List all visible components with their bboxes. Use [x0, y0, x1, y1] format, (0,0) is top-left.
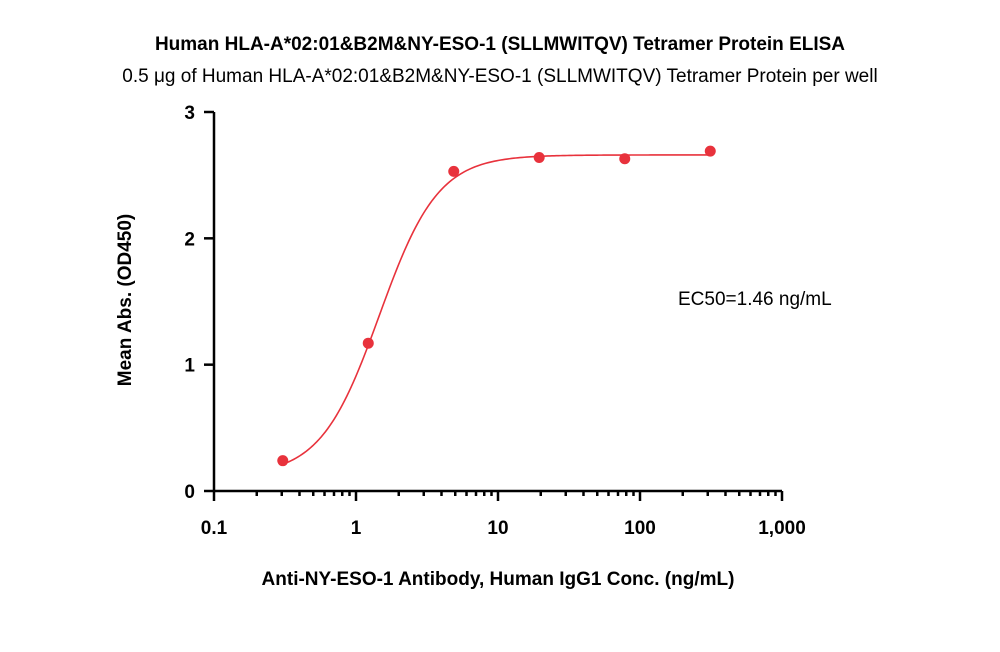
x-tick-label: 1,000: [758, 518, 806, 539]
y-tick-label: 3: [184, 103, 195, 124]
y-tick-label: 1: [184, 356, 195, 377]
x-tick-label: 10: [487, 518, 508, 539]
y-tick-label: 0: [184, 482, 195, 503]
y-axis-label: Mean Abs. (OD450): [115, 214, 136, 386]
chart-subtitle: 0.5 μg of Human HLA-A*02:01&B2M&NY-ESO-1…: [122, 66, 877, 87]
y-tick-label: 2: [184, 229, 195, 250]
data-point: [704, 145, 716, 157]
ec50-annotation: EC50=1.46 ng/mL: [678, 289, 832, 310]
y-axis-ticks: 0 1 2 3: [184, 103, 214, 503]
data-point: [619, 153, 631, 165]
data-point: [533, 151, 545, 163]
data-point: [277, 455, 289, 467]
x-axis-ticks: 0.1 1 10 100 1,000: [201, 491, 806, 539]
x-axis-label: Anti-NY-ESO-1 Antibody, Human IgG1 Conc.…: [262, 569, 735, 590]
data-point: [362, 337, 374, 349]
fit-curve-layer: [282, 154, 711, 466]
x-tick-label: 0.1: [201, 518, 228, 539]
fit-curve: [282, 154, 711, 466]
chart-title: Human HLA-A*02:01&B2M&NY-ESO-1 (SLLMWITQ…: [155, 34, 845, 55]
x-tick-label: 1: [351, 518, 362, 539]
data-point: [448, 165, 460, 177]
data-points-layer: [277, 145, 716, 467]
x-tick-label: 100: [624, 518, 656, 539]
